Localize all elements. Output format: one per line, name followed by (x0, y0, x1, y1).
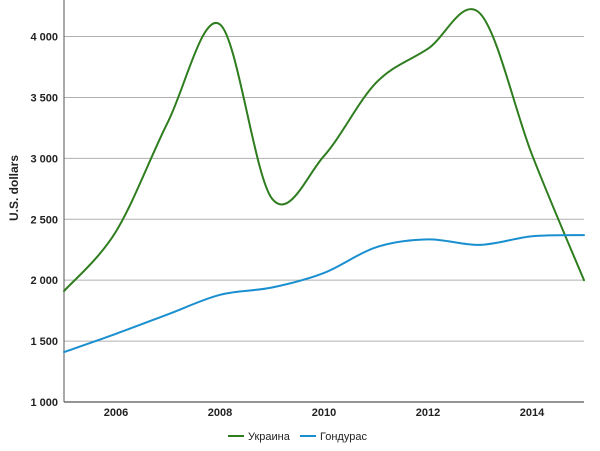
y-tick-label: 1 500 (30, 336, 58, 348)
legend: Украина Гондурас (228, 431, 367, 443)
grid-lines (63, 0, 584, 403)
x-tick-label: 2008 (208, 407, 232, 419)
x-tick-label: 2010 (312, 407, 336, 419)
y-tick-label: 2 000 (30, 275, 58, 287)
series-line-1 (63, 8, 585, 293)
y-tick-label: 3 000 (30, 153, 58, 165)
series-line-2 (63, 234, 585, 354)
y-tick-label: 3 500 (30, 92, 58, 104)
y-axis-ticks: 1 000 1 500 2 000 2 500 3 000 3 500 4 000 (30, 32, 58, 409)
x-tick-label: 2014 (520, 407, 545, 419)
series-lines (63, 8, 585, 354)
x-tick-label: 2006 (104, 407, 128, 419)
legend-label: Украина (248, 431, 291, 443)
legend-label: Гондурас (320, 431, 367, 443)
x-axis-ticks: 2006 2008 2010 2012 2014 (104, 407, 545, 419)
y-tick-label: 1 000 (30, 397, 58, 409)
x-tick-label: 2012 (416, 407, 440, 419)
y-tick-label: 2 500 (30, 214, 58, 226)
y-axis-label: U.S. dollars (7, 155, 21, 221)
y-tick-label: 4 000 (30, 32, 58, 44)
